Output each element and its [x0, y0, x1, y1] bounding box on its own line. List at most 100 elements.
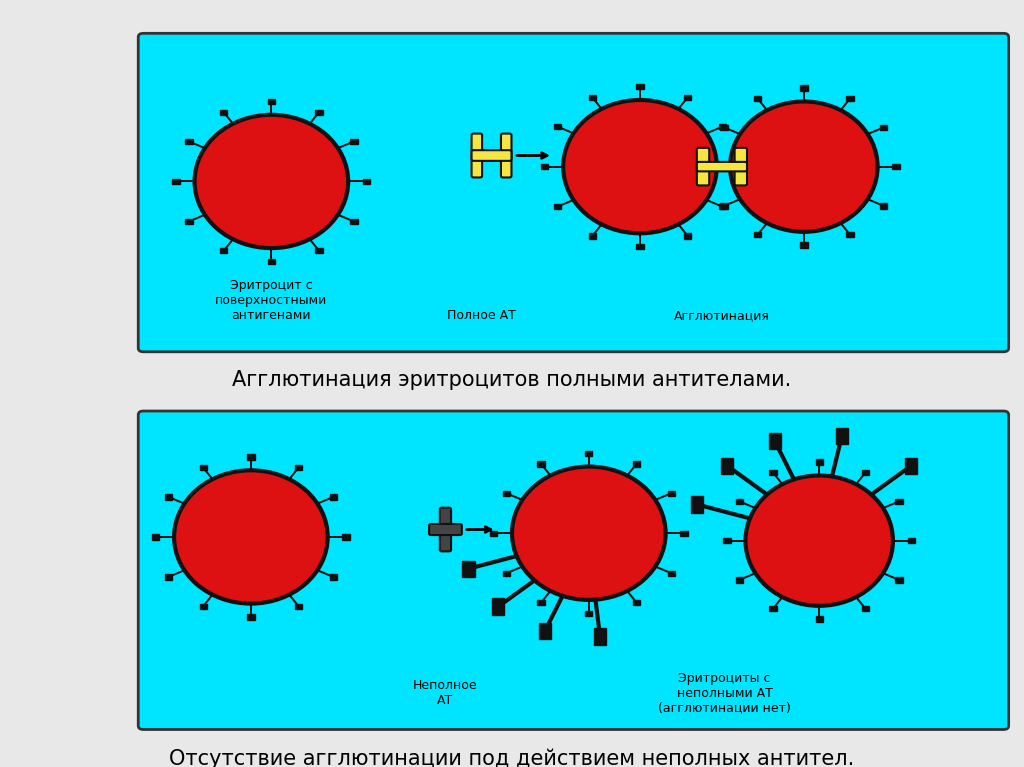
Bar: [815, 617, 823, 622]
Bar: [815, 459, 823, 465]
Text: Агглютинация эритроцитов полными антителами.: Агглютинация эритроцитов полными антител…: [232, 370, 792, 390]
Bar: [721, 458, 733, 474]
Ellipse shape: [512, 466, 666, 600]
Text: Эритроцит с
поверхностными
антигенами: Эритроцит с поверхностными антигенами: [215, 279, 328, 322]
Bar: [554, 204, 561, 209]
Bar: [680, 531, 688, 536]
Bar: [295, 465, 302, 470]
FancyBboxPatch shape: [501, 133, 511, 177]
Ellipse shape: [174, 470, 328, 604]
Bar: [636, 244, 644, 249]
Bar: [267, 258, 275, 264]
Bar: [907, 538, 915, 543]
Bar: [493, 598, 505, 614]
Ellipse shape: [195, 115, 348, 248]
Bar: [350, 139, 357, 144]
Bar: [633, 600, 640, 605]
Bar: [735, 499, 743, 504]
Bar: [267, 99, 275, 104]
FancyBboxPatch shape: [440, 508, 451, 551]
Bar: [463, 561, 475, 577]
Bar: [880, 125, 888, 130]
Bar: [800, 242, 808, 248]
Bar: [172, 179, 180, 184]
Bar: [723, 538, 731, 543]
Bar: [895, 499, 903, 504]
Text: Полное АТ: Полное АТ: [446, 309, 516, 322]
Ellipse shape: [745, 476, 893, 606]
FancyBboxPatch shape: [697, 148, 710, 186]
Bar: [720, 125, 728, 130]
Bar: [330, 494, 337, 499]
Bar: [330, 574, 337, 580]
Bar: [895, 578, 903, 583]
Bar: [754, 232, 762, 237]
Bar: [769, 606, 777, 611]
Bar: [503, 491, 510, 496]
Bar: [220, 248, 227, 253]
Bar: [731, 164, 739, 170]
Bar: [708, 164, 716, 170]
Bar: [684, 233, 691, 239]
Bar: [554, 124, 561, 130]
FancyBboxPatch shape: [697, 162, 748, 171]
Bar: [220, 110, 227, 115]
Text: Эритроциты с
неполными АТ
(агглютинации нет): Эритроциты с неполными АТ (агглютинации …: [658, 672, 791, 715]
Bar: [769, 470, 777, 476]
Text: Отсутствие агглютинации под действием неполных антител.: Отсутствие агглютинации под действием не…: [169, 748, 855, 767]
Bar: [538, 600, 545, 605]
Bar: [165, 574, 172, 580]
Bar: [735, 578, 743, 583]
Bar: [720, 203, 728, 209]
Bar: [185, 219, 193, 224]
Bar: [539, 623, 551, 639]
Bar: [503, 571, 510, 576]
Bar: [541, 164, 549, 170]
Bar: [769, 433, 781, 449]
Bar: [800, 85, 808, 91]
FancyBboxPatch shape: [471, 133, 482, 177]
Bar: [247, 614, 255, 620]
Bar: [200, 465, 207, 470]
Bar: [861, 470, 869, 476]
Bar: [362, 179, 371, 184]
FancyBboxPatch shape: [429, 524, 462, 535]
Bar: [489, 531, 498, 536]
Bar: [633, 461, 640, 466]
Bar: [315, 110, 323, 115]
Ellipse shape: [730, 101, 878, 232]
Bar: [846, 232, 854, 237]
Bar: [165, 494, 172, 499]
Ellipse shape: [563, 100, 717, 233]
Bar: [585, 611, 593, 616]
Text: Агглютинация: Агглютинация: [674, 309, 770, 322]
Text: Неполное
АТ: Неполное АТ: [413, 680, 478, 707]
Bar: [538, 461, 545, 466]
Bar: [636, 84, 644, 89]
Bar: [880, 203, 888, 209]
Bar: [846, 96, 854, 101]
FancyBboxPatch shape: [471, 150, 511, 161]
Bar: [905, 458, 918, 474]
Bar: [585, 450, 593, 456]
Bar: [892, 164, 900, 170]
Bar: [719, 124, 726, 130]
Bar: [719, 204, 726, 209]
Bar: [200, 604, 207, 609]
Bar: [185, 139, 193, 144]
Bar: [342, 535, 350, 540]
Bar: [861, 606, 869, 611]
Bar: [684, 94, 691, 100]
Bar: [247, 454, 255, 459]
Bar: [594, 628, 606, 644]
Bar: [589, 233, 596, 239]
Bar: [350, 219, 357, 224]
Bar: [295, 604, 302, 609]
Bar: [754, 96, 762, 101]
Bar: [691, 496, 703, 512]
Bar: [152, 535, 160, 540]
Bar: [315, 248, 323, 253]
Bar: [668, 491, 675, 496]
Bar: [668, 571, 675, 576]
Bar: [836, 428, 848, 445]
